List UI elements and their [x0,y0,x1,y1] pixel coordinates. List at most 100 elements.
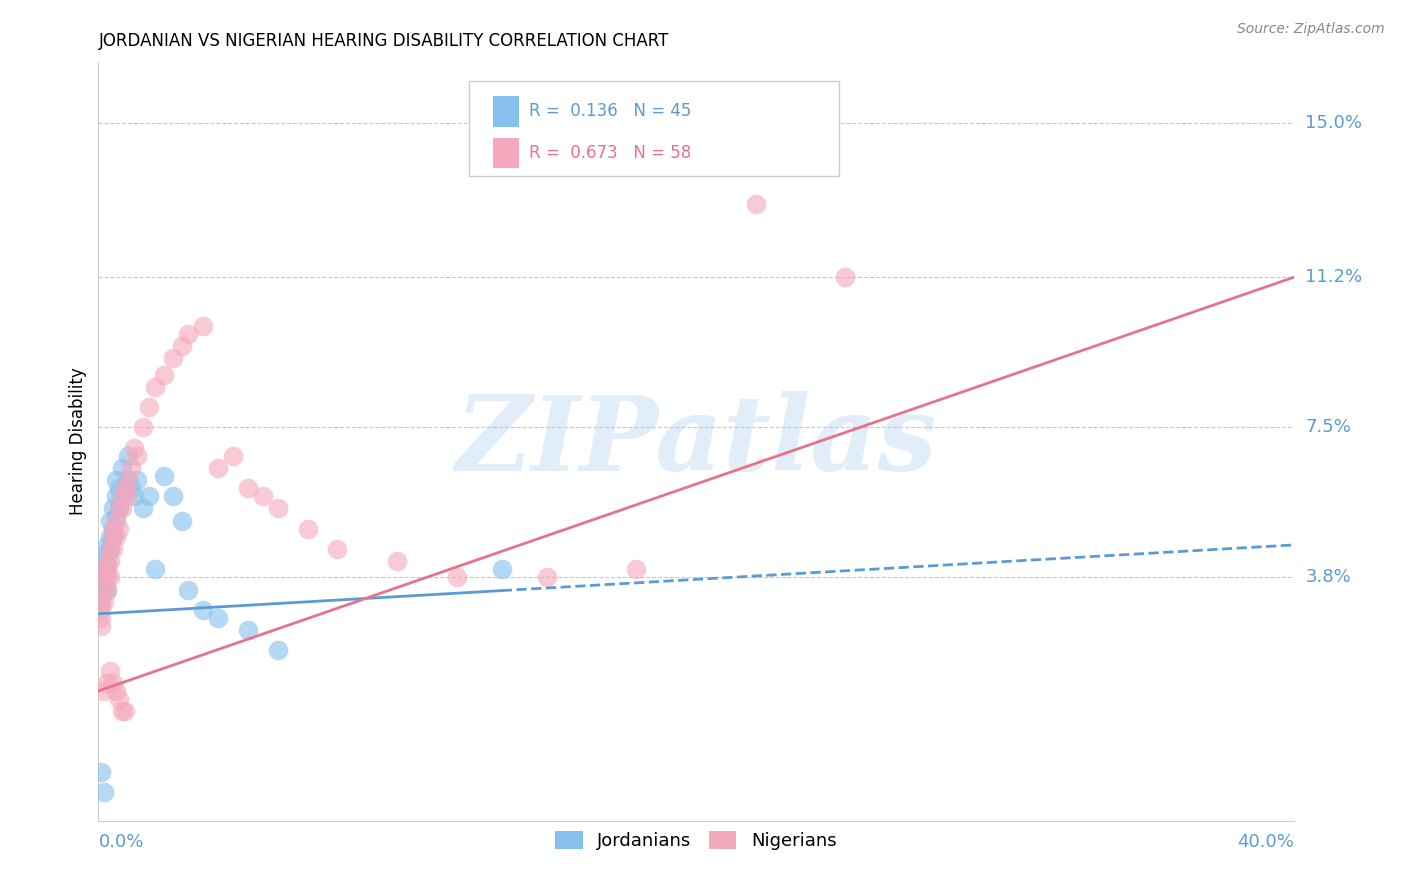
Point [385,554,409,568]
Point [108,522,131,536]
Point [111,461,134,475]
FancyBboxPatch shape [494,138,519,169]
Point [108,501,131,516]
Point [108,501,131,516]
FancyBboxPatch shape [494,96,519,127]
Point [93,578,115,592]
Point [236,481,259,495]
Point [96,546,118,560]
Point [93,562,115,576]
Text: 7.5%: 7.5% [1306,418,1351,436]
Point [117,449,139,463]
Point [93,554,115,568]
Point [90,570,112,584]
Point [177,327,200,342]
Point [626,562,648,576]
Point [98,570,122,584]
Y-axis label: Hearing Disability: Hearing Disability [69,368,87,516]
Point [90,603,112,617]
Point [105,514,128,528]
Text: 15.0%: 15.0% [1306,114,1362,132]
Point [90,586,112,600]
Point [177,582,200,597]
Point [446,570,468,584]
Point [132,420,155,434]
Point [90,595,112,609]
Point [105,473,128,487]
Point [267,643,290,657]
Text: JORDANIAN VS NIGERIAN HEARING DISABILITY CORRELATION CHART: JORDANIAN VS NIGERIAN HEARING DISABILITY… [98,32,669,50]
Point [127,449,149,463]
Point [103,541,125,556]
Point [98,541,122,556]
Point [90,611,112,625]
Point [96,675,118,690]
Point [96,562,118,576]
Point [96,582,118,597]
Point [96,570,118,584]
Point [103,522,125,536]
Point [114,481,136,495]
Point [127,473,149,487]
Point [207,461,229,475]
Point [90,595,112,609]
Point [103,522,125,536]
Point [117,473,139,487]
Point [93,785,115,799]
Point [96,554,118,568]
Point [138,489,160,503]
Point [96,558,118,573]
Point [117,489,139,503]
Point [745,197,768,211]
Point [536,570,558,584]
Point [114,704,136,718]
Point [117,473,139,487]
Text: ZIPatlas: ZIPatlas [456,391,936,492]
Point [98,541,122,556]
Point [162,489,184,503]
Point [138,400,160,414]
Point [103,530,125,544]
Text: Source: ZipAtlas.com: Source: ZipAtlas.com [1237,22,1385,37]
Text: 40.0%: 40.0% [1237,833,1294,851]
Point [108,481,131,495]
Point [96,582,118,597]
Point [103,501,125,516]
Text: R =  0.136   N = 45: R = 0.136 N = 45 [529,103,690,120]
Legend: Jordanians, Nigerians: Jordanians, Nigerians [548,823,844,857]
Point [103,675,125,690]
Point [93,570,115,584]
Point [105,489,128,503]
Point [834,270,856,285]
Point [111,704,134,718]
Point [111,489,134,503]
Point [103,530,125,544]
Text: 0.0%: 0.0% [98,833,143,851]
Point [114,481,136,495]
Point [108,692,131,706]
Point [143,380,166,394]
Point [191,318,214,333]
Text: 3.8%: 3.8% [1306,568,1351,586]
Point [491,562,513,576]
Point [162,351,184,366]
Point [105,684,128,698]
Text: R =  0.673   N = 58: R = 0.673 N = 58 [529,145,690,162]
FancyBboxPatch shape [470,81,839,177]
Point [120,461,142,475]
Point [222,449,245,463]
Point [90,578,112,592]
Point [326,541,349,556]
Point [98,554,122,568]
Point [267,501,290,516]
Point [93,595,115,609]
Point [105,509,128,524]
Point [236,623,259,637]
Point [252,489,274,503]
Point [124,441,146,455]
Point [93,570,115,584]
Point [153,368,176,382]
Point [191,603,214,617]
Point [105,530,128,544]
Point [93,684,115,698]
